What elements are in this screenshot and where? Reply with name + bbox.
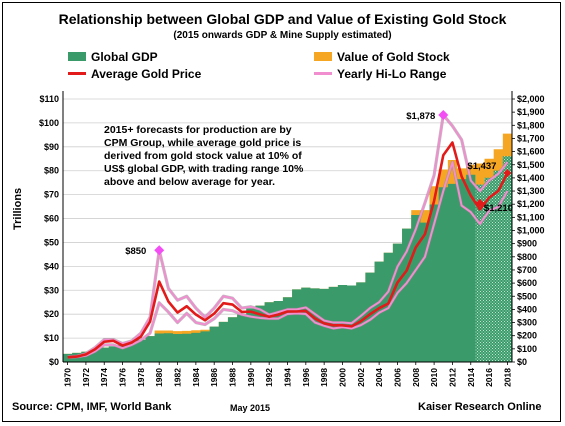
x-tick-label: 1984 [191,368,201,387]
x-tick-label: 1974 [99,368,109,387]
y-left-tick-label: $110 [39,94,59,104]
x-tick-label: 1970 [63,368,73,387]
point-label: $1,878 [406,111,435,122]
line-series [67,113,509,360]
chart-subtitle: (2015 onwards GDP & Mine Supply estimate… [173,30,392,41]
legend-label-average-gold-price: Average Gold Price [91,67,202,81]
x-tick-label: 2006 [392,368,402,387]
area-series [63,133,512,362]
y-right-tick-label: $1,500 [517,160,545,170]
hi-range-line [67,114,509,358]
lo-range-line [67,161,509,359]
y-left-tick-label: $0 [49,357,59,367]
y-left-tick-label: $10 [44,333,59,343]
chart-title: Relationship between Global GDP and Valu… [58,11,507,27]
legend-label-hilo-range: Yearly Hi-Lo Range [337,67,447,81]
y-right-tick-label: $1,000 [517,226,545,236]
date-note: May 2015 [230,403,271,413]
x-tick-label: 2018 [502,368,512,387]
legend-label-gold-stock: Value of Gold Stock [337,50,450,64]
x-tick-label: 1990 [246,368,256,387]
axes: $0 $10 $20 $30 $40 $50 $60 $70 $80 $90 $100 $110 $0 $… [39,91,545,387]
x-tick-label: 1988 [228,368,238,387]
global-gdp-forecast-area [475,156,512,362]
source-note: Source: CPM, IMF, World Bank [12,401,172,413]
y-right-tick-label: $800 [517,252,537,262]
forecast-annotation: 2015+ forecasts for production are by CP… [104,124,304,188]
x-tick-label: 2016 [484,368,494,387]
y-left-tick-label: $50 [44,237,59,247]
x-tick-label: 1978 [136,368,146,387]
point-label: $850 [125,246,146,257]
y-right-tick-label: $1,700 [517,133,545,143]
y-left-tick-label: $70 [44,190,59,200]
legend-label-global-gdp: Global GDP [91,50,158,64]
x-tick-label: 2010 [429,368,439,387]
x-tick-label: 2014 [466,368,476,387]
y-right-tick-label: $1,200 [517,199,545,209]
peak-marker [154,245,165,256]
y-right-tick-label: $1,800 [517,120,545,130]
legend-line-hilo-range [314,72,332,75]
y-right-tick-label: $600 [517,278,537,288]
y-left-tick-label: $20 [44,309,59,319]
x-tick-label: 1980 [154,368,164,387]
point-label: $1,437 [467,161,496,172]
y-right-tick-label: $1,400 [517,173,545,183]
price-marker [475,198,484,207]
y-left-tick-label: $60 [44,214,59,224]
y-right-tick-label: $400 [517,304,537,314]
average-gold-price-line [67,141,509,359]
y-right-tick-label: $900 [517,239,537,249]
y-left-tick-label: $30 [44,285,59,295]
global-gdp-area [63,156,512,362]
x-tick-label: 2000 [337,368,347,387]
y-left-tick-label: $80 [44,166,59,176]
x-tick-label: 1972 [81,368,91,387]
x-tick-label: 1996 [301,368,311,387]
legend-line-average-gold-price [68,72,86,75]
x-tick-label: 1998 [319,368,329,387]
y-right-tick-label: $0 [517,357,527,367]
y-right-tick-label: $1,300 [517,186,545,196]
point-labels: $850 $1,878 $1,210 $1,437 [125,110,513,257]
peak-marker [438,110,449,121]
x-tick-label: 2002 [356,368,366,387]
legend-swatch-gold-stock [314,52,332,61]
y-right-tick-label: $1,900 [517,107,545,117]
y-right-tick-label: $1,600 [517,147,545,157]
y-right-tick-label: $700 [517,265,537,275]
publisher-note: Kaiser Research Online [418,401,542,413]
y-left-tick-label: $100 [39,118,59,128]
y-right-tick-label: $500 [517,291,537,301]
y-right-tick-label: $200 [517,331,537,341]
x-tick-label: 1976 [118,368,128,387]
y-right-tick-label: $100 [517,344,537,354]
y-right-tick-label: $1,100 [517,212,545,222]
x-tick-label: 1986 [209,368,219,387]
price-marker [503,169,512,178]
point-label: $1,210 [484,203,513,214]
x-tick-label: 1994 [283,368,293,387]
x-tick-label: 2012 [447,368,457,387]
x-tick-label: 2004 [374,368,384,387]
legend-swatch-global-gdp [68,52,86,61]
x-tick-label: 2008 [411,368,421,387]
x-tick-label: 1982 [173,368,183,387]
y-right-tick-label: $300 [517,318,537,328]
y-right-tick-label: $2,000 [517,94,545,104]
y-left-tick-label: $40 [44,261,59,271]
x-tick-label: 1992 [264,368,274,387]
y-left-tick-label: $90 [44,142,59,152]
